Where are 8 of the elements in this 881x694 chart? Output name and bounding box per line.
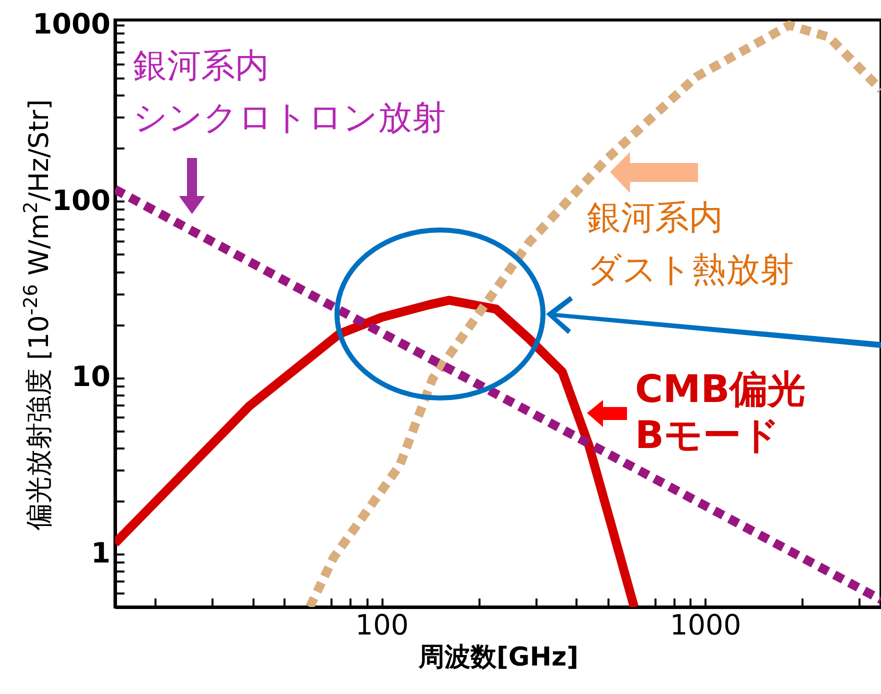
y-tick-label: 10 bbox=[72, 360, 110, 394]
series-label: CMB偏光Bモード bbox=[635, 367, 806, 457]
series-label: 銀河系内シンクロトロン放射 bbox=[133, 46, 446, 138]
series-label: 銀河系内ダスト熱放射 bbox=[587, 198, 794, 290]
y-tick-label: 100 bbox=[52, 184, 110, 217]
y-tick-label: 1 bbox=[91, 536, 110, 570]
y-tick-label: 1000 bbox=[32, 8, 110, 41]
x-axis-title: 周波数[GHz] bbox=[418, 642, 578, 672]
